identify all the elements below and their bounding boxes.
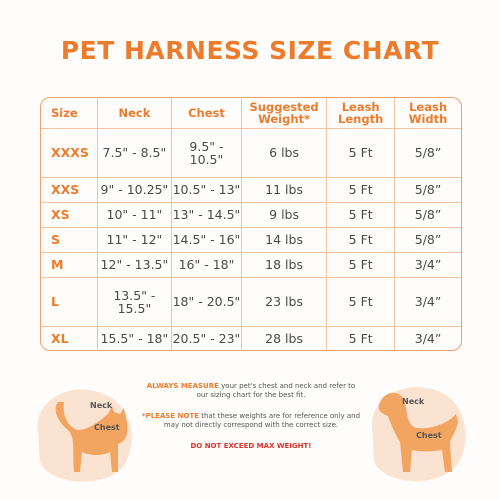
value-cell: 5 Ft — [327, 227, 396, 253]
header-row: Size Neck Chest Suggested Weight* Leash Leng… — [41, 98, 461, 129]
header-cell: Suggested Weight* — [241, 98, 328, 129]
size-cell: XL — [41, 326, 98, 350]
value-cell: 14 lbs — [241, 227, 328, 253]
dog-chest-label: Chest — [416, 431, 442, 440]
table-row: XXXS 7.5" - 8.5" 9.5" - 10.5" 6 lbs 5 Ft 5/8” — [41, 129, 461, 178]
value-cell: 20.5" - 23" — [172, 326, 242, 350]
size-cell: L — [41, 278, 98, 327]
size-cell: XS — [41, 202, 98, 228]
value-cell: 13.5" - 15.5" — [97, 278, 172, 327]
note-text: your pet's chest and neck and refer to o… — [196, 382, 356, 400]
size-cell: S — [41, 227, 98, 253]
value-cell: 15.5" - 18" — [98, 326, 172, 350]
value-cell: 18 lbs — [241, 252, 328, 279]
value-cell: 3/4” — [395, 253, 461, 279]
note-lead: ALWAYS MEASURE — [146, 382, 219, 390]
header-cell: Size — [41, 98, 98, 129]
value-cell: 5 Ft — [327, 177, 396, 203]
value-cell: 5/8” — [395, 228, 461, 253]
header-cell: Leash Width — [395, 98, 461, 129]
value-cell: 13" - 14.5" — [172, 202, 242, 228]
table-row: L 13.5" - 15.5" 18" - 20.5" 23 lbs 5 Ft 3/4” — [41, 278, 461, 327]
table-row: S 11" - 12" 14.5" - 16" 14 lbs 5 Ft 5/8” — [41, 227, 461, 253]
value-cell: 12" - 13.5" — [97, 252, 172, 279]
cat-chest-label: Chest — [94, 423, 120, 432]
value-cell: 5/8” — [395, 203, 461, 228]
header-cell: Neck — [97, 98, 172, 129]
warning: DO NOT EXCEED MAX WEIGHT! — [140, 442, 362, 451]
warning-text: DO NOT EXCEED MAX WEIGHT! — [190, 442, 312, 450]
note-lead: *PLEASE NOTE — [141, 412, 199, 420]
value-cell: 3/4” — [395, 278, 461, 327]
value-cell: 10.5" - 13" — [172, 177, 242, 203]
cat-silhouette — [55, 402, 128, 472]
size-table: Size Neck Chest Suggested Weight* Leash Leng… — [40, 97, 462, 351]
value-cell: 11 lbs — [241, 177, 328, 203]
value-cell: 18" - 20.5" — [172, 278, 242, 327]
value-cell: 5 Ft — [327, 129, 396, 178]
dog-illustration: Neck Chest — [371, 387, 466, 482]
dog-neck-label: Neck — [402, 397, 425, 406]
value-cell: 5/8” — [395, 178, 461, 203]
value-cell: 5/8” — [395, 129, 461, 178]
value-cell: 28 lbs — [242, 326, 328, 350]
size-cell: XXXS — [41, 129, 98, 178]
value-cell: 5 Ft — [327, 202, 396, 228]
dog-silhouette — [378, 392, 458, 472]
value-cell: 10" - 11" — [97, 202, 172, 228]
note-text: that these weights are for reference onl… — [163, 412, 361, 430]
note: *PLEASE NOTE that these weights are for … — [140, 412, 362, 431]
value-cell: 7.5" - 8.5" — [97, 129, 172, 178]
header-cell: Chest — [172, 98, 242, 129]
value-cell: 5 Ft — [327, 278, 396, 327]
table-row: XXS 9" - 10.25" 10.5" - 13" 11 lbs 5 Ft 5/8” — [41, 177, 461, 203]
value-cell: 16" - 18" — [172, 252, 242, 279]
value-cell: 11" - 12" — [97, 227, 172, 253]
value-cell: 9.5" - 10.5" — [172, 129, 242, 178]
size-cell: XXS — [41, 177, 98, 203]
value-cell: 23 lbs — [241, 278, 328, 327]
value-cell: 14.5" - 16" — [172, 227, 242, 253]
value-cell: 3/4” — [414, 330, 442, 346]
header-cell: Leash Length — [327, 98, 396, 129]
cat-illustration: Neck Chest — [37, 389, 132, 482]
title: PET HARNESS SIZE CHART — [60, 36, 440, 65]
cat-neck-label: Neck — [90, 401, 113, 410]
value-cell: 5 Ft — [327, 326, 396, 350]
value-cell: 9" - 10.25" — [97, 177, 172, 203]
size-cell: M — [41, 252, 98, 279]
value-cell: 9 lbs — [241, 202, 328, 228]
value-cell: 5 Ft — [327, 252, 396, 279]
table-row: XS 10" - 11" 13" - 14.5" 9 lbs 5 Ft 5/8” — [41, 202, 461, 228]
value-cell: 6 lbs — [241, 129, 328, 178]
table-row: XL 15.5" - 18" 20.5" - 23" 28 lbs 5 Ft 3/4” — [41, 326, 461, 350]
note: ALWAYS MEASURE your pet's chest and neck… — [140, 382, 362, 401]
table-row: M 12" - 13.5" 16" - 18" 18 lbs 5 Ft 3/4” — [41, 252, 461, 279]
